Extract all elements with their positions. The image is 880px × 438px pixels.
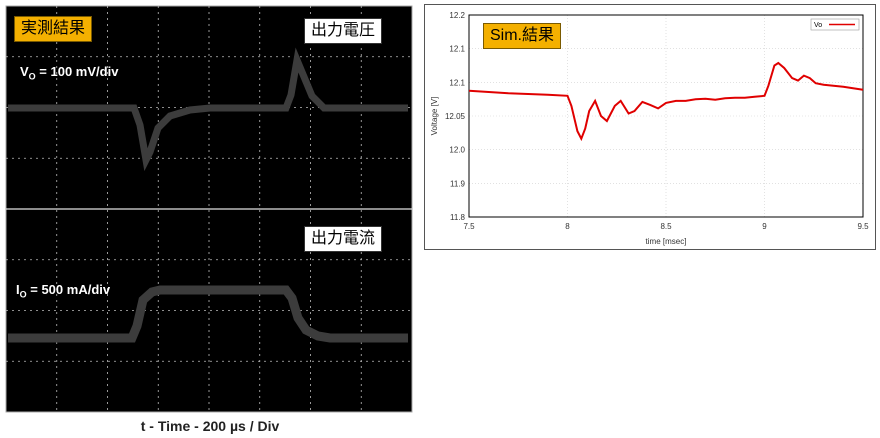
sim-y-ticks: 11.8 11.9 12.0 12.05 12.1 12.1 12.2: [445, 11, 466, 222]
sim-series-vo: [468, 61, 864, 142]
sim-plot-frame: [468, 14, 864, 218]
current-scale-label: IO = 500 mA/div: [16, 282, 111, 300]
simulation-result-badge: Sim.結果: [483, 23, 562, 49]
output-current-badge: 出力電流: [304, 226, 383, 252]
sim-y-tick-label: 12.1: [449, 45, 465, 54]
sim-x-tick-label: 9.5: [857, 222, 869, 231]
measured-result-badge: 実測結果: [14, 16, 93, 42]
sim-y-tick-label: 12.1: [449, 78, 465, 87]
sim-x-tick-label: 8: [565, 222, 570, 231]
scope-screen: [5, 5, 413, 413]
sim-x-ticks: 7.5 8 8.5 9 9.5: [463, 222, 869, 231]
simulation-panel: 7.5 8 8.5 9 9.5 11.8 11.9 12.0 12.05 12.1 12.1 12.…: [424, 4, 876, 250]
sim-legend-label: Vo: [814, 22, 822, 29]
sim-y-tick-label: 11.8: [450, 213, 466, 222]
sim-x-axis-label: time [msec]: [646, 237, 687, 246]
voltage-scale-label: VO = 100 mV/div: [20, 64, 119, 82]
sim-y-tick-label: 11.9: [450, 179, 466, 188]
sim-legend: Vo: [810, 18, 860, 31]
scope-x-axis-label: t - Time - 200 µs / Div: [140, 418, 280, 434]
sim-y-tick-label: 12.0: [449, 146, 465, 155]
scope-panel: 実測結果 出力電圧 出力電流 VO = 100 mV/div IO = 500 …: [0, 0, 420, 438]
scope-current-trace: [8, 285, 408, 343]
sim-x-tick-label: 8.5: [660, 222, 672, 231]
sim-x-tick-label: 7.5: [463, 222, 475, 231]
sim-y-tick-label: 12.2: [449, 11, 465, 20]
sim-y-tick-label: 12.05: [445, 112, 466, 121]
scope-voltage-trace: [8, 47, 408, 172]
output-voltage-badge: 出力電圧: [304, 18, 383, 44]
sim-x-tick-label: 9: [762, 222, 767, 231]
sim-y-axis-label: Voltage [V]: [430, 97, 439, 136]
simulation-chart: 7.5 8 8.5 9 9.5 11.8 11.9 12.0 12.05 12.1 12.1 12.…: [430, 11, 869, 246]
